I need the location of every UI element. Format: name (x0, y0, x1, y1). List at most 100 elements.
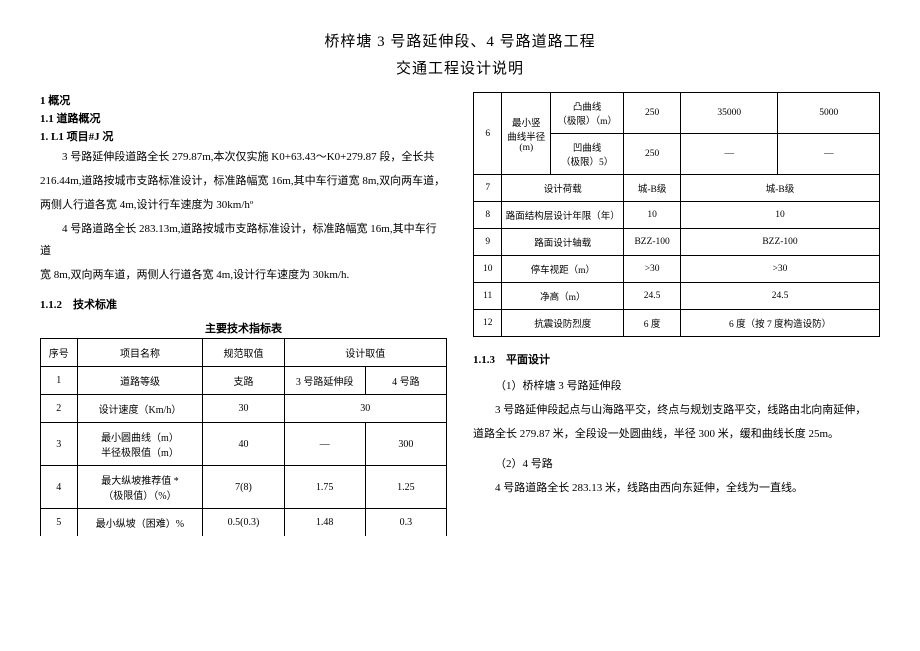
sub-item-title: （2）4 号路 (473, 453, 880, 475)
cell: 路面结构层设计年限（年） (502, 202, 624, 229)
cell: 250 (624, 93, 681, 134)
table-row: 2 设计速度（Km/h） 30 30 (41, 395, 447, 423)
th-seq: 序号 (41, 339, 78, 367)
paragraph: 3 号路延伸段起点与山海路平交，终点与规划支路平交，线路由北向南延伸， (473, 399, 880, 421)
table-row: 6 最小竖曲线半径(m) 凸曲线 （极限）（m） 250 35000 5000 (474, 93, 880, 134)
tech-table-wrap: 序号 项目名称 规范取值 设计取值 1 道路等级 支路 3 号路延伸段 4 号路… (40, 338, 447, 536)
cell: 净高（m） (502, 283, 624, 310)
table-row: 9 路面设计轴载 BZZ-100 BZZ-100 (474, 229, 880, 256)
cell: 6 (474, 93, 502, 175)
cell: 1.48 (284, 509, 365, 537)
right-column: 6 最小竖曲线半径(m) 凸曲线 （极限）（m） 250 35000 5000 … (473, 92, 880, 536)
paragraph: 216.44m,道路按城市支路标准设计，标准路幅宽 16m,其中车行道宽 8m,… (40, 170, 447, 192)
txt: 最小竖 (512, 119, 541, 129)
cell: 凸曲线 （极限）（m） (551, 93, 624, 134)
cell: 4 号路 (365, 367, 446, 395)
paragraph: 道路全长 279.87 米，全段设一处圆曲线，半径 300 米，缓和曲线长度 2… (473, 423, 880, 445)
cell: 抗震设防烈度 (502, 310, 624, 337)
cell: 4 (41, 466, 78, 509)
cell: 40 (203, 423, 284, 466)
cell: 1.75 (284, 466, 365, 509)
doc-title-line2: 交通工程设计说明 (40, 57, 880, 78)
cell: 8 (474, 202, 502, 229)
cell: 1 (41, 367, 78, 395)
cell: 2 (41, 395, 78, 423)
cell: 最小竖曲线半径(m) (502, 93, 551, 175)
cell: 最小纵坡（困难）% (77, 509, 203, 537)
cell: 30 (284, 395, 446, 423)
cell: 9 (474, 229, 502, 256)
table-row: 8 路面结构层设计年限（年） 10 10 (474, 202, 880, 229)
cell: 设计荷载 (502, 175, 624, 202)
cell: 凹曲线 （极限）5） (551, 134, 624, 175)
cell: 10 (681, 202, 880, 229)
paragraph: 4 号路道路全长 283.13 米，线路由西向东延伸，全线为一直线。 (473, 477, 880, 499)
cell: 路面设计轴载 (502, 229, 624, 256)
cell: 停车视距（m） (502, 256, 624, 283)
cell: >30 (624, 256, 681, 283)
heading-1-1: 1.1 道路概况 (40, 110, 447, 126)
cell: BZZ-100 (624, 229, 681, 256)
paragraph: 3 号路延伸段道路全长 279.87m,本次仅实施 K0+63.43～K0+27… (40, 146, 447, 168)
table-row: 10 停车视距（m） >30 >30 (474, 256, 880, 283)
table-row: 3 最小圆曲线（m） 半径极限值（m） 40 — 300 (41, 423, 447, 466)
cell: 30 (203, 395, 284, 423)
table-row: 11 净高（m） 24.5 24.5 (474, 283, 880, 310)
cell: BZZ-100 (681, 229, 880, 256)
cell: 3 (41, 423, 78, 466)
cell: 设计速度（Km/h） (77, 395, 203, 423)
cell: 0.3 (365, 509, 446, 537)
cell: 250 (624, 134, 681, 175)
cell: 6 度（按 7 度构造设防） (681, 310, 880, 337)
cell: 12 (474, 310, 502, 337)
cell: — (284, 423, 365, 466)
cell: 10 (474, 256, 502, 283)
table-row: 12 抗震设防烈度 6 度 6 度（按 7 度构造设防） (474, 310, 880, 337)
cell: 35000 (681, 93, 778, 134)
cell: 城-B级 (681, 175, 880, 202)
cell: 道路等级 (77, 367, 203, 395)
cell: — (778, 134, 880, 175)
cell: 最小圆曲线（m） 半径极限值（m） (77, 423, 203, 466)
sub-item-title: （1）桥梓塘 3 号路延伸段 (473, 375, 880, 397)
cell: 10 (624, 202, 681, 229)
table-caption: 主要技术指标表 (40, 320, 447, 336)
cell: 7(8) (203, 466, 284, 509)
th-design: 设计取值 (284, 339, 446, 367)
heading-1-1-2: 1.1.2 技术标准 (40, 296, 447, 312)
cell: 300 (365, 423, 446, 466)
cell: 1.25 (365, 466, 446, 509)
paragraph: 两侧人行道各宽 4m,设计行车速度为 30km/hº (40, 194, 447, 216)
document-page: 桥梓塘 3 号路延伸段、4 号路道路工程 交通工程设计说明 1 概况 1.1 道… (0, 0, 920, 546)
cell: >30 (681, 256, 880, 283)
cell: 城-B级 (624, 175, 681, 202)
left-column: 1 概况 1.1 道路概况 1. L1 项目#J 况 3 号路延伸段道路全长 2… (40, 92, 447, 536)
cell: 7 (474, 175, 502, 202)
table-row: 5 最小纵坡（困难）% 0.5(0.3) 1.48 0.3 (41, 509, 447, 537)
cell: 0.5(0.3) (203, 509, 284, 537)
cell: 5 (41, 509, 78, 537)
doc-title-line1: 桥梓塘 3 号路延伸段、4 号路道路工程 (40, 30, 880, 51)
cell: 24.5 (624, 283, 681, 310)
table-row: 7 设计荷载 城-B级 城-B级 (474, 175, 880, 202)
table-row: 1 道路等级 支路 3 号路延伸段 4 号路 (41, 367, 447, 395)
two-column-layout: 1 概况 1.1 道路概况 1. L1 项目#J 况 3 号路延伸段道路全长 2… (40, 92, 880, 536)
cell: 最大纵坡推荐值 * （极限值）（%） (77, 466, 203, 509)
tech-spec-table: 序号 项目名称 规范取值 设计取值 1 道路等级 支路 3 号路延伸段 4 号路… (40, 338, 447, 536)
paragraph: 4 号路道路全长 283.13m,道路按城市支路标准设计，标准路幅宽 16m,其… (40, 218, 447, 262)
th-spec: 规范取值 (203, 339, 284, 367)
txt: 曲线半径(m) (507, 133, 545, 153)
cell: — (681, 134, 778, 175)
cell: 支路 (203, 367, 284, 395)
cell: 11 (474, 283, 502, 310)
tech-spec-table-continued: 6 最小竖曲线半径(m) 凸曲线 （极限）（m） 250 35000 5000 … (473, 92, 880, 337)
th-name: 项目名称 (77, 339, 203, 367)
cell: 6 度 (624, 310, 681, 337)
heading-1-1-3: 1.1.3 平面设计 (473, 351, 880, 367)
table-row: 4 最大纵坡推荐值 * （极限值）（%） 7(8) 1.75 1.25 (41, 466, 447, 509)
table-header-row: 序号 项目名称 规范取值 设计取值 (41, 339, 447, 367)
cell: 5000 (778, 93, 880, 134)
heading-1: 1 概况 (40, 92, 447, 108)
paragraph: 宽 8m,双向两车道，两侧人行道各宽 4m,设计行车速度为 30km/h. (40, 264, 447, 286)
cell: 24.5 (681, 283, 880, 310)
